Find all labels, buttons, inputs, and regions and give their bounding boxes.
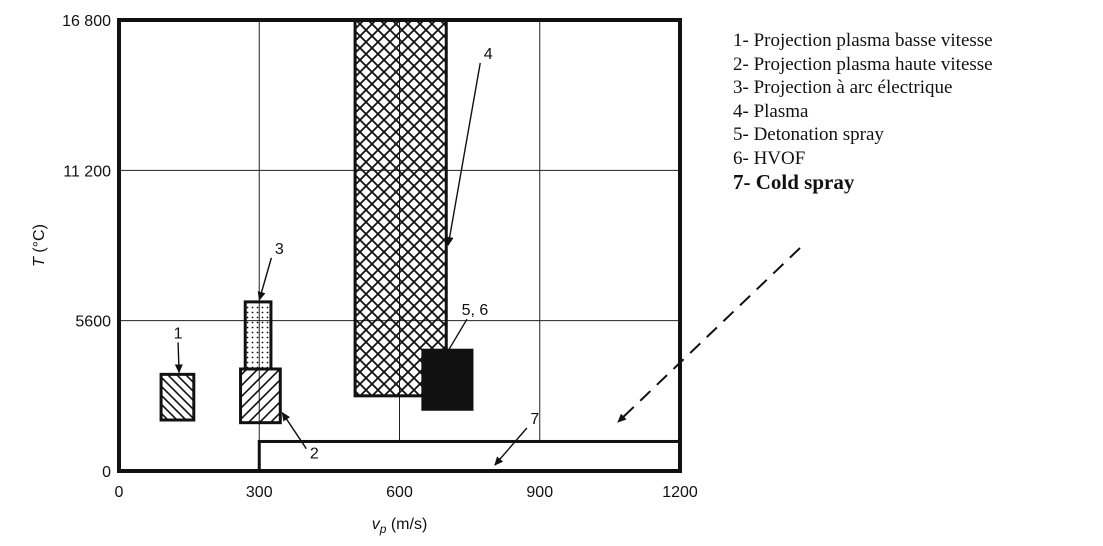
y-tick-label: 16 800 [62, 13, 111, 30]
cold-spray-dashed-arrow [617, 247, 801, 423]
legend: 1- Projection plasma basse vitesse 2- Pr… [733, 29, 1103, 194]
x-tick-label: 300 [246, 484, 273, 501]
range-box-2 [239, 367, 282, 425]
legend-item-1: 1- Projection plasma basse vitesse [733, 30, 993, 51]
callout-label: 2 [310, 446, 319, 463]
x-axis-title: vp (m/s) [372, 516, 428, 536]
callout-label: 7 [530, 411, 539, 428]
callout-label: 4 [484, 46, 493, 63]
x-tick-label: 1200 [662, 484, 698, 501]
legend-item-2: 2- Projection plasma haute vitesse [733, 53, 993, 75]
callout-label: 1 [174, 325, 183, 342]
x-tick-label: 600 [386, 484, 413, 501]
legend-item-5: 5- Detonation spray [733, 124, 884, 146]
y-tick-label: 11 200 [63, 163, 111, 180]
y-axis-var: T [31, 256, 48, 267]
y-tick-label: 5600 [75, 314, 111, 331]
callout-label: 5, 6 [462, 302, 489, 319]
y-axis-unit: (°C) [31, 224, 48, 257]
x-axis-var: v [372, 516, 381, 533]
x-axis-unit: (m/s) [386, 516, 427, 533]
x-axis-sub: p [379, 522, 387, 536]
range-box-1 [159, 372, 196, 422]
y-tick-label: 0 [102, 464, 111, 481]
x-tick-label: 0 [115, 484, 124, 501]
x-tick-label: 900 [526, 484, 553, 501]
legend-item-4: 4- Plasma [733, 100, 809, 122]
callout-arrow [174, 342, 183, 374]
callout-arrow [281, 411, 307, 450]
legend-item-7: 7- Cold spray [733, 169, 855, 194]
legend-item-3: 3- Projection à arc électrique [733, 77, 953, 99]
callout-arrow [494, 427, 528, 466]
plot-frame [117, 18, 682, 473]
callout-arrow [444, 318, 468, 358]
tick-labels: 0 300 600 900 1200 0 5600 11 200 16 800 [62, 13, 698, 501]
legend-item-6: 6- HVOF [733, 147, 806, 169]
y-axis-title: T (°C) [31, 224, 48, 267]
callouts: 1 2 3 4 5, 6 7 [174, 46, 539, 466]
callout-arrow [257, 257, 273, 301]
range-box-7 [257, 439, 682, 473]
data-boxes [159, 18, 682, 473]
range-box-4 [353, 18, 448, 398]
callout-arrow [445, 62, 481, 246]
callout-label: 3 [275, 241, 284, 258]
range-box-3 [243, 300, 273, 371]
